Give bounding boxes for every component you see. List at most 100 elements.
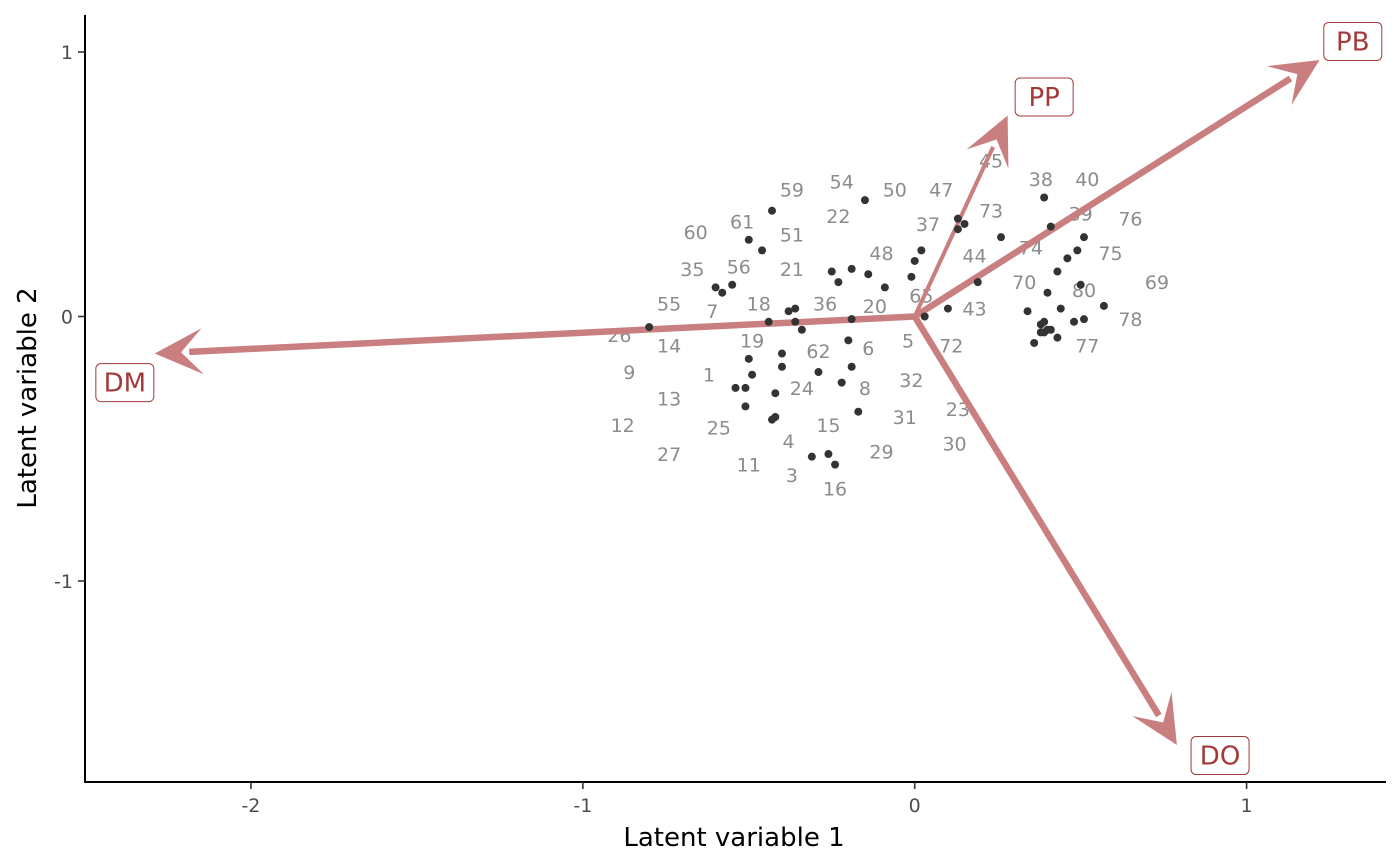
x-axis-title: Latent variable 1 bbox=[623, 823, 844, 853]
y-tick-label: 0 bbox=[61, 307, 73, 329]
site-point bbox=[953, 214, 962, 223]
site-point bbox=[1053, 267, 1062, 276]
site-label: 14 bbox=[657, 336, 681, 358]
site-point bbox=[824, 450, 833, 459]
site-point bbox=[953, 225, 962, 234]
site-label: 1 bbox=[703, 365, 715, 387]
site-label: 44 bbox=[962, 246, 986, 268]
site-point bbox=[758, 246, 767, 255]
vector-label-box bbox=[1323, 21, 1383, 61]
site-label: 77 bbox=[1075, 336, 1099, 358]
site-label: 61 bbox=[730, 211, 754, 233]
site-point bbox=[854, 407, 863, 416]
site-label: 36 bbox=[813, 293, 837, 315]
site-point bbox=[797, 325, 806, 334]
site-label: 29 bbox=[869, 441, 893, 463]
site-label: 73 bbox=[979, 201, 1003, 223]
vector-label-pp: PP bbox=[1028, 83, 1059, 113]
site-point bbox=[791, 317, 800, 326]
site-label: 9 bbox=[623, 362, 635, 384]
site-label: 18 bbox=[747, 293, 771, 315]
site-point bbox=[864, 270, 873, 279]
site-point bbox=[728, 280, 737, 289]
site-label: 24 bbox=[790, 378, 814, 400]
site-point bbox=[973, 278, 982, 287]
site-label: 22 bbox=[826, 206, 850, 228]
site-point bbox=[807, 452, 816, 461]
site-point bbox=[777, 362, 786, 371]
site-point bbox=[1043, 288, 1052, 297]
vector-arrowhead-pb bbox=[1266, 59, 1320, 106]
site-label: 76 bbox=[1118, 209, 1142, 231]
x-tick-label: -2 bbox=[241, 795, 260, 817]
x-tick-label: 0 bbox=[909, 795, 921, 817]
site-point bbox=[1073, 246, 1082, 255]
site-point bbox=[1079, 233, 1088, 242]
site-point bbox=[768, 415, 777, 424]
site-points bbox=[645, 193, 1108, 469]
site-point bbox=[784, 307, 793, 316]
site-point bbox=[844, 336, 853, 345]
site-label: 47 bbox=[929, 180, 953, 202]
site-label: 70 bbox=[1012, 272, 1036, 294]
site-point bbox=[744, 354, 753, 363]
site-point bbox=[748, 370, 757, 379]
site-point bbox=[1040, 317, 1049, 326]
vector-arrow-do bbox=[911, 314, 1162, 718]
site-point bbox=[1040, 193, 1049, 202]
site-label: 50 bbox=[883, 180, 907, 202]
site-point bbox=[860, 196, 869, 205]
site-label: 16 bbox=[823, 478, 847, 500]
site-point bbox=[1043, 325, 1052, 334]
x-tick-label: -1 bbox=[573, 795, 592, 817]
site-label: 6 bbox=[862, 338, 874, 360]
vector-arrow-pb bbox=[912, 75, 1293, 320]
site-point bbox=[1030, 338, 1039, 347]
site-label: 31 bbox=[893, 407, 917, 429]
vector-label-box bbox=[95, 363, 155, 403]
vector-arrowhead-pp bbox=[966, 115, 1009, 169]
site-point bbox=[907, 272, 916, 281]
site-point bbox=[834, 278, 843, 287]
site-label: 48 bbox=[869, 243, 893, 265]
axes: -2 -1 0 1 -1 0 1 bbox=[54, 15, 1386, 817]
site-point bbox=[744, 235, 753, 244]
site-labels: 5954504745384061223773397660514874447535… bbox=[607, 150, 1169, 500]
site-point bbox=[764, 317, 773, 326]
site-label: 40 bbox=[1075, 169, 1099, 191]
site-point bbox=[741, 383, 750, 392]
vector-arrowhead-dm bbox=[154, 328, 204, 375]
site-point bbox=[847, 315, 856, 324]
site-point bbox=[847, 264, 856, 273]
site-point bbox=[741, 402, 750, 411]
site-point bbox=[1053, 333, 1062, 342]
site-point bbox=[997, 233, 1006, 242]
site-label: 35 bbox=[680, 259, 704, 281]
vector-label-pb: PB bbox=[1336, 27, 1370, 57]
site-point bbox=[711, 283, 720, 292]
site-label: 30 bbox=[942, 433, 966, 455]
site-label: 23 bbox=[946, 399, 970, 421]
site-point bbox=[1063, 254, 1072, 263]
site-point bbox=[645, 323, 654, 332]
site-point bbox=[1079, 315, 1088, 324]
site-label: 12 bbox=[611, 415, 635, 437]
site-label: 59 bbox=[780, 180, 804, 202]
site-label: 54 bbox=[830, 172, 854, 194]
site-label: 56 bbox=[727, 256, 751, 278]
site-point bbox=[943, 304, 952, 313]
y-tick-label: -1 bbox=[54, 571, 73, 593]
site-point bbox=[837, 378, 846, 387]
site-point bbox=[847, 362, 856, 371]
site-label: 43 bbox=[962, 299, 986, 321]
site-label: 51 bbox=[780, 225, 804, 247]
site-label: 7 bbox=[706, 301, 718, 323]
site-label: 4 bbox=[783, 431, 795, 453]
site-point bbox=[831, 460, 840, 469]
site-label: 11 bbox=[737, 455, 761, 477]
site-label: 25 bbox=[707, 418, 731, 440]
site-point bbox=[1070, 317, 1079, 326]
vector-arrowhead-do bbox=[1132, 692, 1177, 745]
site-label: 32 bbox=[899, 370, 923, 392]
